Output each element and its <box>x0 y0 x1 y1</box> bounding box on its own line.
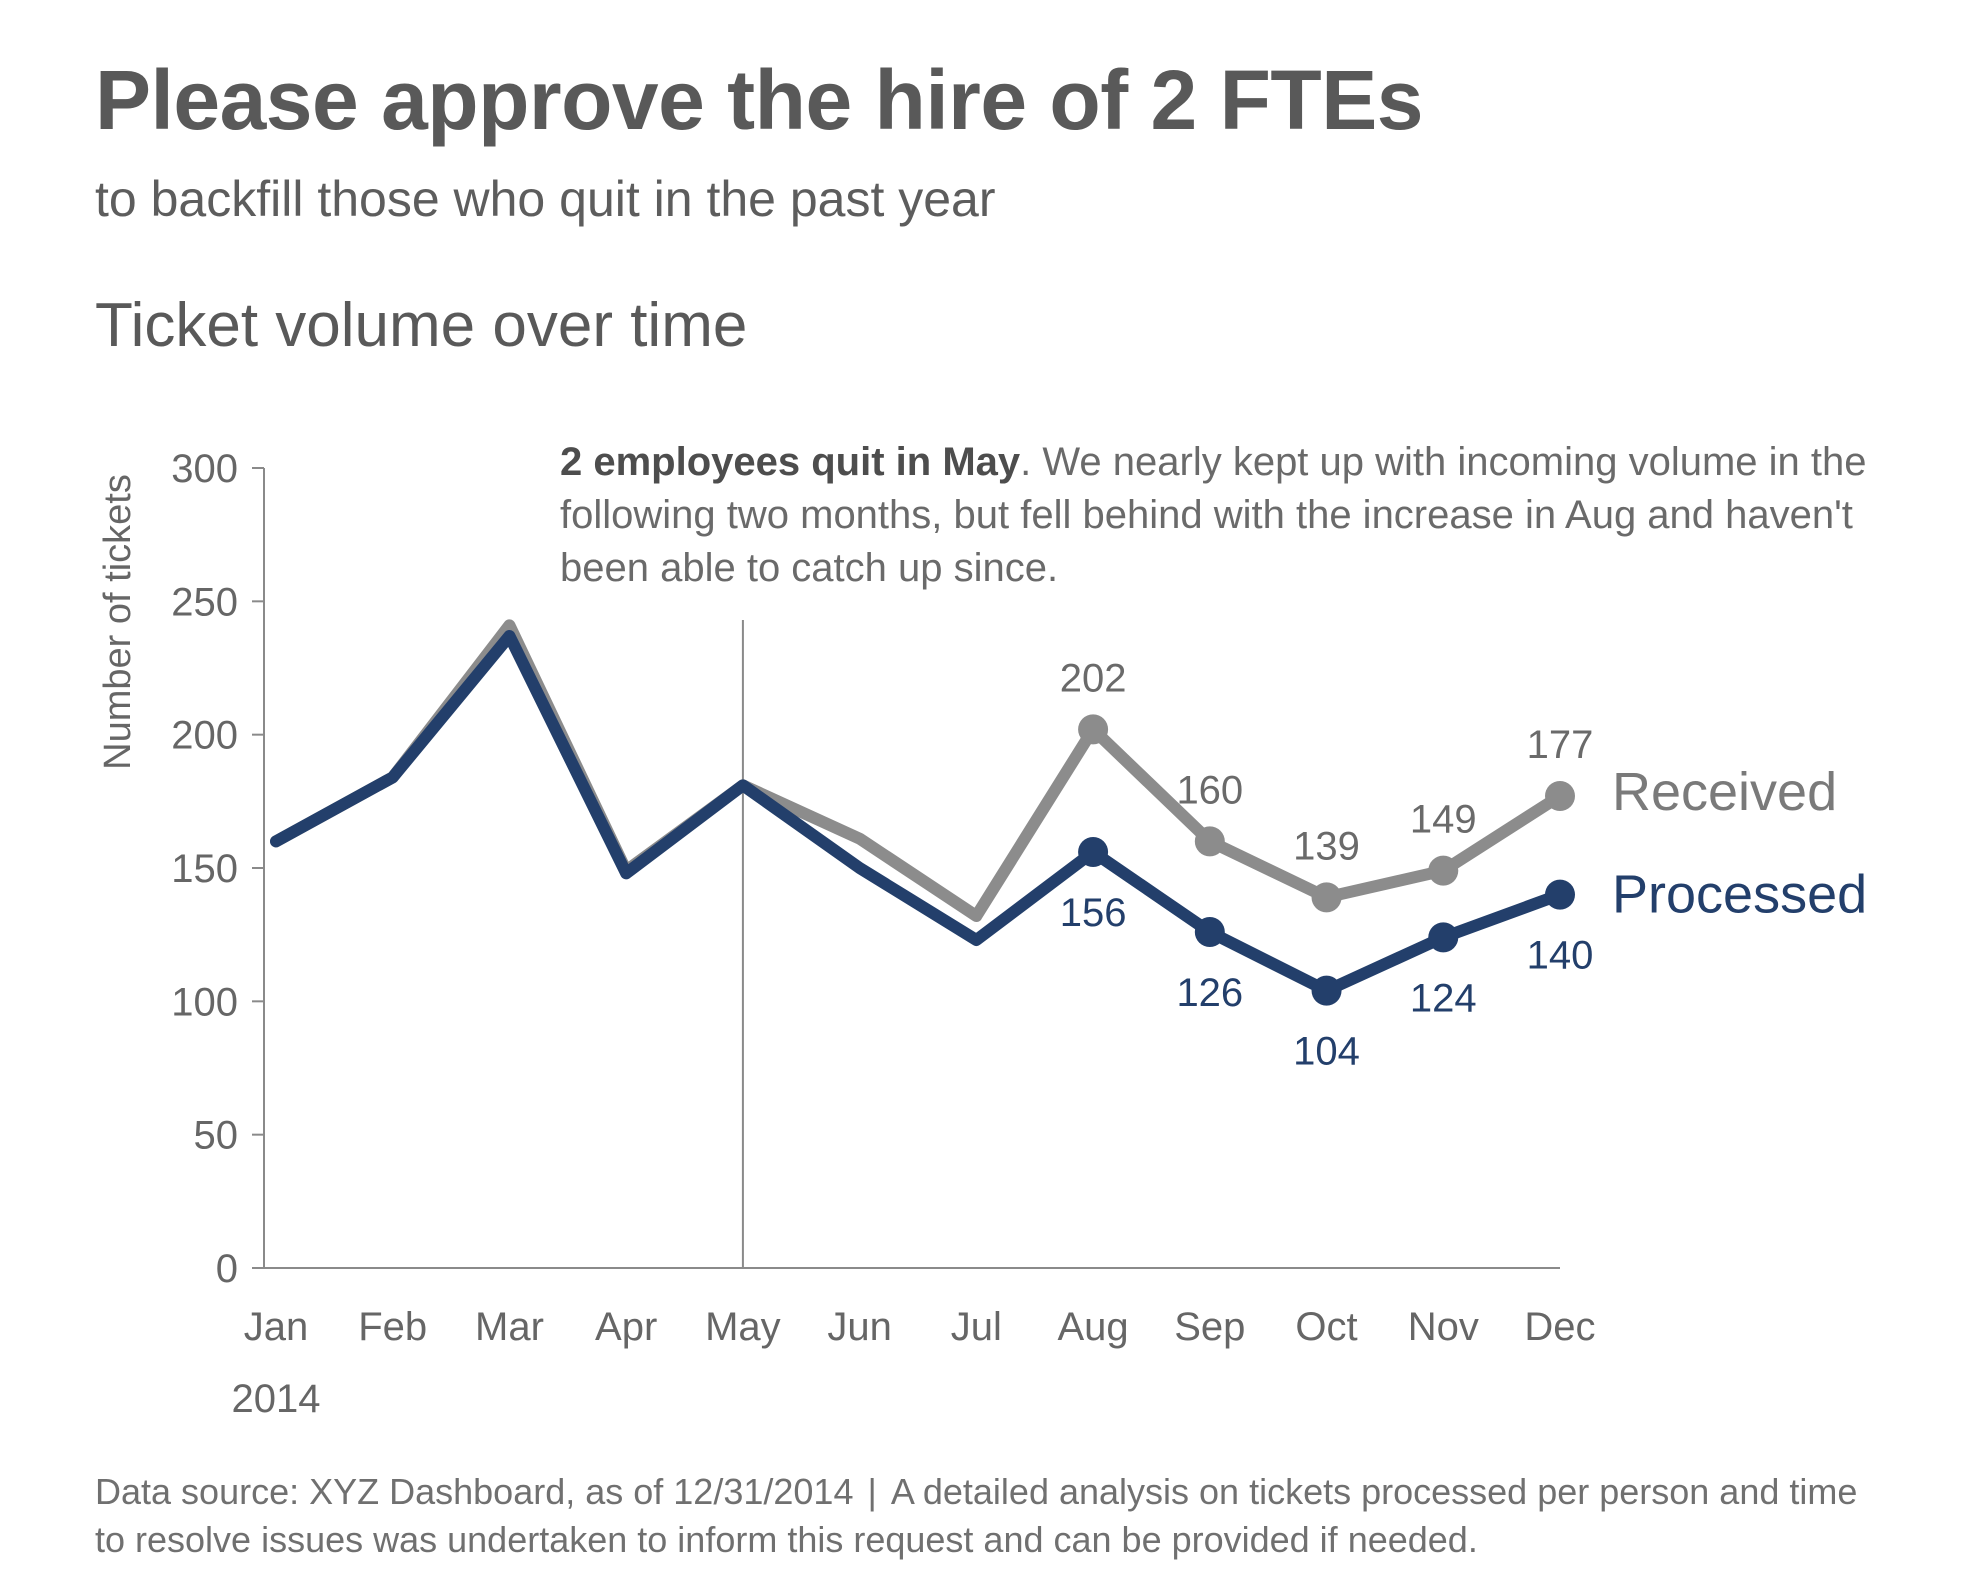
y-tick-label: 300 <box>171 447 238 491</box>
received-point <box>1078 714 1109 745</box>
footer-source: Data source: XYZ Dashboard, as of 12/31/… <box>95 1471 854 1512</box>
annotation-text: 2 employees quit in May. We nearly kept … <box>560 436 1900 595</box>
footer-separator: | <box>867 1471 877 1512</box>
y-tick-label: 200 <box>171 714 238 758</box>
data-labels-group: 202 156 160 126 139 104 149 124 177 140 Received Pr… <box>1060 656 1867 1073</box>
y-tick-label: 0 <box>216 1247 238 1291</box>
y-tick-label: 100 <box>171 980 238 1024</box>
x-tick-label: Aug <box>1058 1305 1129 1349</box>
processed-data-label: 156 <box>1060 891 1127 935</box>
x-tick-label: Feb <box>358 1305 427 1349</box>
annotation-rest: . We nearly kept up with incoming volume… <box>560 440 1867 590</box>
processed-point <box>1545 879 1575 910</box>
x-tick-label: Oct <box>1295 1305 1357 1349</box>
x-tick-label: Jun <box>827 1305 892 1349</box>
processed-data-label: 140 <box>1527 934 1594 978</box>
x-tick-label: Nov <box>1408 1305 1479 1349</box>
x-tick-label: Jan <box>244 1305 309 1349</box>
received-data-label: 160 <box>1176 768 1243 812</box>
received-point <box>1311 882 1342 913</box>
x-tick-label: Apr <box>595 1305 657 1349</box>
received-point <box>1428 855 1459 886</box>
chart-title: Ticket volume over time <box>95 291 748 360</box>
y-tick-label: 50 <box>194 1114 239 1158</box>
received-line <box>270 619 1566 922</box>
x-tick-label: Jul <box>951 1305 1002 1349</box>
subheadline: to backfill those who quit in the past y… <box>95 171 996 227</box>
received-data-label: 202 <box>1060 656 1127 700</box>
processed-data-label: 104 <box>1293 1030 1360 1074</box>
headline: Please approve the hire of 2 FTEs <box>95 53 1423 147</box>
received-point <box>1545 781 1575 811</box>
y-axis-title: Number of tickets <box>97 474 139 770</box>
processed-line <box>270 630 1566 997</box>
x-tick-label: Mar <box>475 1305 544 1349</box>
annotation-bold: 2 employees quit in May <box>560 440 1021 484</box>
footer: Data source: XYZ Dashboard, as of 12/31/… <box>95 1468 1895 1564</box>
processed-point <box>1194 917 1225 947</box>
footer-note: A detailed analysis on tickets processed… <box>95 1471 1858 1560</box>
received-point <box>1194 826 1225 857</box>
received-data-label: 149 <box>1410 798 1477 842</box>
processed-point <box>1078 837 1109 867</box>
processed-series-label: Processed <box>1612 865 1867 925</box>
x-tick-label: May <box>705 1305 781 1349</box>
received-data-label: 177 <box>1527 723 1594 767</box>
x-tick-label: Dec <box>1524 1305 1595 1349</box>
received-series-label: Received <box>1612 762 1837 822</box>
axes-group: 0 50 100 150 200 250 300 Jan Feb Mar Apr May Jun Jul A… <box>97 447 1596 1421</box>
processed-point <box>1311 975 1342 1006</box>
x-year-label: 2014 <box>232 1377 321 1421</box>
x-tick-label: Sep <box>1174 1305 1245 1349</box>
processed-data-label: 124 <box>1410 976 1477 1020</box>
processed-data-label: 126 <box>1176 971 1243 1015</box>
series-lines-group <box>270 619 1575 1006</box>
y-tick-label: 250 <box>171 580 238 624</box>
received-data-label: 139 <box>1293 824 1360 868</box>
y-tick-label: 150 <box>171 847 238 891</box>
processed-point <box>1428 922 1459 953</box>
